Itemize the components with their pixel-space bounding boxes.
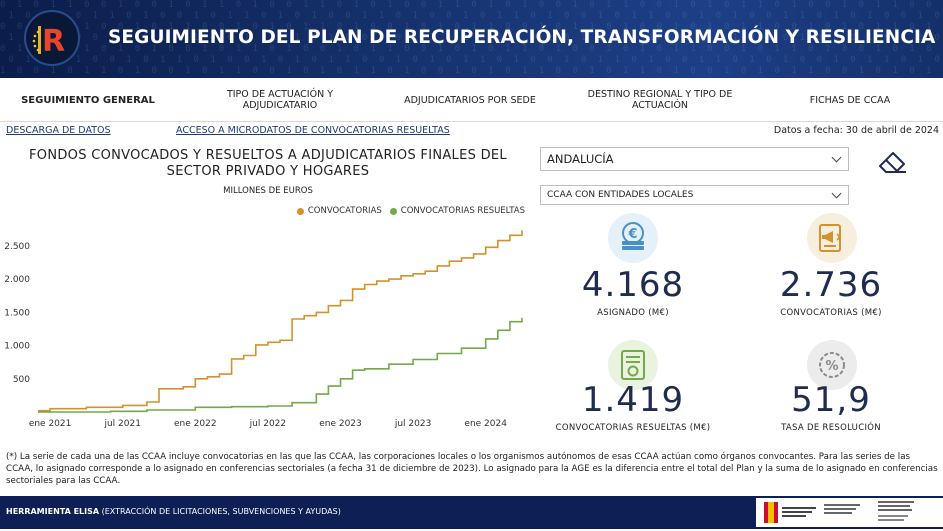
kpi-convocatorias-label: CONVOCATORIAS (M€)	[780, 308, 882, 318]
x-tick-label: jul 2021	[103, 419, 140, 429]
tab-destino-regional[interactable]: DESTINO REGIONAL Y TIPO DE ACTUACIÓN	[587, 89, 733, 111]
footer-text: HERRAMIENTA ELISA (EXTRACCIÓN DE LICITAC…	[6, 507, 341, 516]
coins-icon: €	[622, 222, 644, 250]
y-tick-label: 500	[13, 375, 30, 385]
scope-select[interactable]: CCAA CON ENTIDADES LOCALES	[540, 185, 849, 205]
plan-logo-icon: R	[32, 24, 65, 59]
scope-select-value: CCAA CON ENTIDADES LOCALES	[547, 190, 694, 200]
x-tick-label: ene 2024	[464, 419, 507, 429]
x-tick-label: ene 2022	[174, 419, 217, 429]
kpi-convocatorias-value: 2.736	[779, 265, 883, 305]
percent-icon: %	[819, 352, 845, 378]
kpi-resueltas-value: 1.419	[581, 380, 685, 420]
footer-brand: HERRAMIENTA ELISA	[6, 507, 100, 516]
region-select[interactable]: ANDALUCÍA	[540, 147, 849, 171]
plan-logo: R	[24, 10, 80, 66]
header-banner: 0 1 0 1 1 0 0 1 0 0 1 0 1 1 0 1 0 0 1 1 …	[0, 0, 943, 78]
kpi-asignado-label: ASIGNADO (M€)	[597, 308, 669, 318]
chart-title: FONDOS CONVOCADOS Y RESUELTOS A ADJUDICA…	[29, 148, 507, 179]
svg-text:R: R	[42, 24, 65, 59]
kpi-resueltas-label: CONVOCATORIAS RESUELTAS (M€)	[555, 423, 711, 433]
eraser-icon[interactable]	[876, 146, 910, 176]
svg-text:%: %	[825, 359, 838, 374]
y-tick-label: 2.500	[4, 242, 30, 252]
x-tick-label: ene 2023	[319, 419, 362, 429]
legend-label-resueltas[interactable]: CONVOCATORIAS RESUELTAS	[400, 206, 525, 216]
tab-fichas-ccaa[interactable]: FICHAS DE CCAA	[809, 94, 891, 106]
svg-text:€: €	[627, 227, 637, 242]
series-line-resueltas[interactable]	[38, 317, 523, 413]
chevron-down-icon	[831, 188, 842, 198]
series-line-convocatorias[interactable]	[38, 230, 523, 412]
kpi-asignado-icon-wrap: €	[608, 213, 658, 263]
megaphone-document-icon	[819, 224, 841, 252]
page-title: SEGUIMIENTO DEL PLAN DE RECUPERACIÓN, TR…	[108, 27, 936, 48]
government-logo-icon	[764, 501, 914, 523]
footnote: (*) La serie de cada una de las CCAA inc…	[6, 452, 938, 486]
active-tab-indicator	[0, 78, 943, 122]
footer-description: (EXTRACCIÓN DE LICITACIONES, SUBVENCIONE…	[101, 507, 341, 516]
y-tick-label: 1.500	[4, 308, 30, 318]
chart-legend: CONVOCATORIAS CONVOCATORIAS RESUELTAS	[296, 206, 525, 216]
x-tick-label: jul 2022	[249, 419, 286, 429]
data-date: Datos a fecha: 30 de abril de 2024	[773, 125, 939, 136]
kpi-tasa-value: 51,9	[791, 380, 871, 420]
y-tick-label: 1.000	[4, 342, 30, 352]
tab-seguimiento-general[interactable]: SEGUIMIENTO GENERAL	[21, 94, 155, 106]
x-tick-label: jul 2023	[394, 419, 431, 429]
download-data-link[interactable]: DESCARGA DE DATOS	[6, 125, 111, 136]
kpi-tasa-icon-wrap: %	[807, 340, 857, 390]
kpi-convocatorias-icon-wrap	[807, 213, 857, 263]
microdata-link[interactable]: ACCESO A MICRODATOS DE CONVOCATORIAS RES…	[176, 125, 450, 136]
government-logo	[756, 498, 943, 527]
tab-adjudicatarios-sede[interactable]: ADJUDICATARIOS POR SEDE	[404, 94, 536, 106]
chevron-down-icon	[831, 152, 842, 162]
footer: HERRAMIENTA ELISA (EXTRACCIÓN DE LICITAC…	[0, 496, 943, 529]
legend-dot-convocatorias	[296, 207, 304, 215]
x-tick-label: ene 2021	[29, 419, 72, 429]
region-select-value: ANDALUCÍA	[547, 152, 614, 166]
kpi-tasa-label: TASA DE RESOLUCIÓN	[781, 423, 881, 433]
tab-tipo-actuacion[interactable]: TIPO DE ACTUACIÓN Y ADJUDICATARIO	[226, 89, 334, 111]
kpi-resueltas-icon-wrap	[608, 340, 658, 390]
line-chart[interactable]: 500 1.000 1.500 2.000 2.500 ene 2021 jul 2021 e…	[0, 222, 530, 432]
legend-label-convocatorias[interactable]: CONVOCATORIAS	[307, 206, 382, 216]
kpi-asignado-value: 4.168	[581, 265, 685, 305]
y-tick-label: 2.000	[4, 275, 30, 285]
legend-dot-resueltas	[389, 207, 397, 215]
certificate-icon	[621, 350, 645, 380]
chart-ylabel: MILLONES DE EUROS	[223, 186, 313, 196]
